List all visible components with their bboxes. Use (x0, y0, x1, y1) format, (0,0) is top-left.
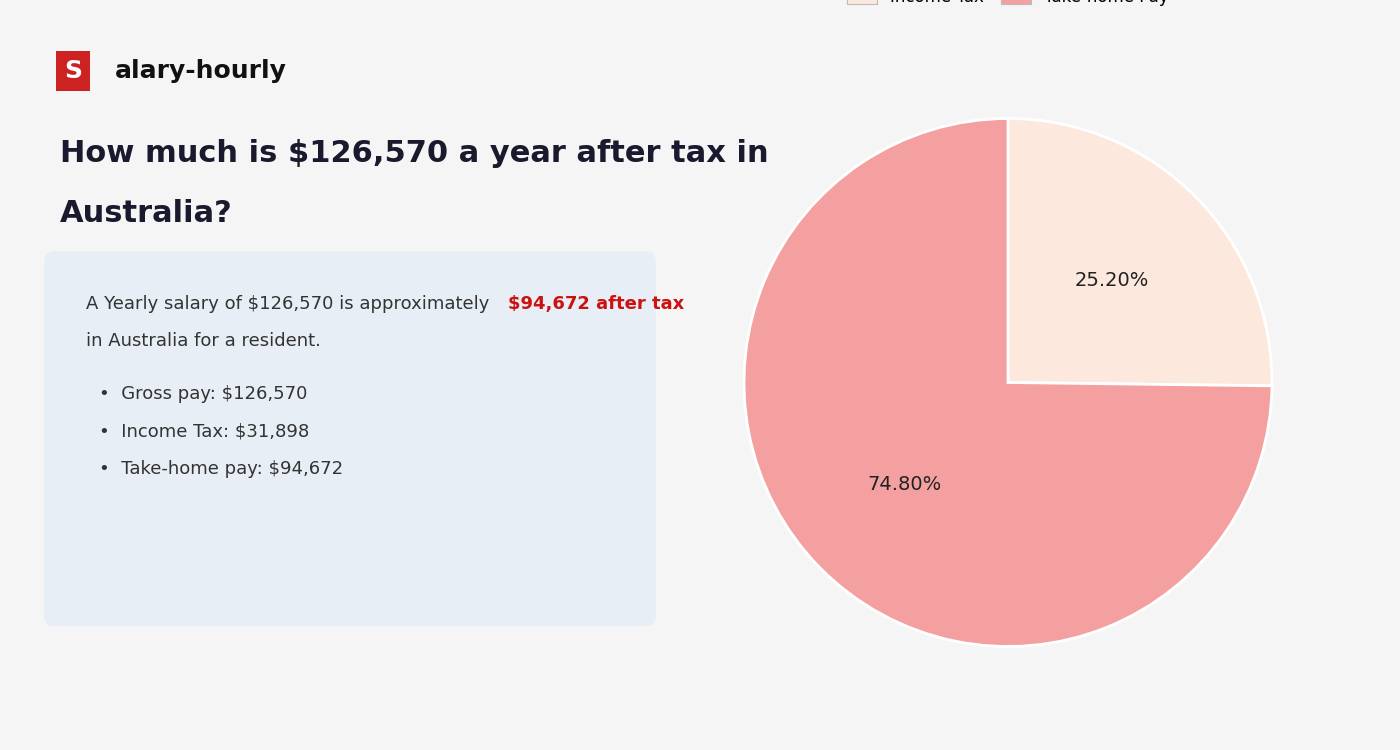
Legend: Income Tax, Take-home Pay: Income Tax, Take-home Pay (840, 0, 1176, 13)
Text: alary-hourly: alary-hourly (115, 59, 287, 83)
Text: How much is $126,570 a year after tax in: How much is $126,570 a year after tax in (60, 140, 769, 168)
Text: Australia?: Australia? (60, 200, 232, 228)
Wedge shape (1008, 118, 1273, 386)
Text: in Australia for a resident.: in Australia for a resident. (85, 332, 321, 350)
Wedge shape (743, 118, 1273, 646)
FancyBboxPatch shape (45, 251, 657, 626)
Text: S: S (64, 59, 83, 83)
Text: •  Income Tax: $31,898: • Income Tax: $31,898 (99, 422, 309, 440)
Text: $94,672 after tax: $94,672 after tax (508, 295, 685, 313)
Text: A Yearly salary of $126,570 is approximately: A Yearly salary of $126,570 is approxima… (85, 295, 496, 313)
Text: •  Take-home pay: $94,672: • Take-home pay: $94,672 (99, 460, 343, 478)
Text: 74.80%: 74.80% (868, 475, 942, 494)
Text: 25.20%: 25.20% (1074, 271, 1148, 290)
Text: •  Gross pay: $126,570: • Gross pay: $126,570 (99, 385, 307, 403)
